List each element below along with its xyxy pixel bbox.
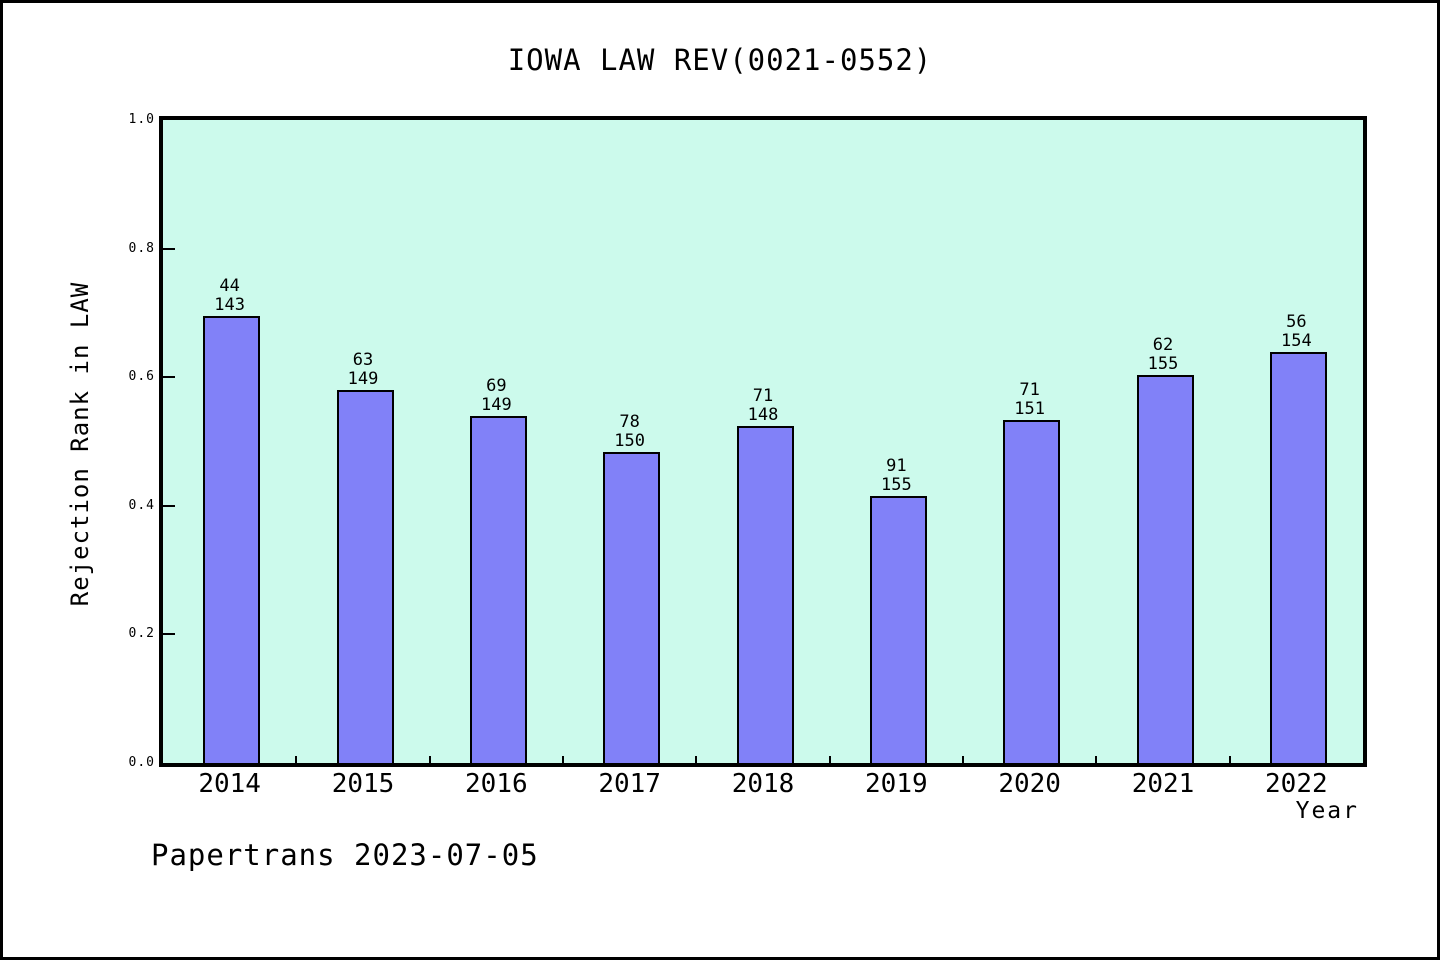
bar-label: 69 149	[480, 376, 512, 415]
x-tick	[695, 756, 698, 763]
bar	[1136, 375, 1194, 763]
bar	[1003, 420, 1061, 763]
x-tick-label: 2019	[865, 769, 928, 799]
bar	[469, 416, 527, 763]
x-tick	[1228, 756, 1231, 763]
x-tick-label: 2021	[1131, 769, 1195, 799]
x-tick	[428, 756, 431, 763]
bar	[203, 316, 261, 763]
x-tick	[1095, 756, 1098, 763]
y-tick-label: 0.8	[128, 240, 155, 256]
y-axis-label: Rejection Rank in LAW	[66, 281, 94, 607]
y-tick-label: 0.4	[128, 497, 155, 513]
x-tick	[828, 756, 831, 763]
y-tick-label: 0.6	[128, 369, 155, 385]
bar-label: 71 148	[747, 386, 779, 425]
bar-label: 44 143	[214, 276, 246, 315]
bar	[1269, 352, 1327, 763]
bar-label: 62 155	[1147, 335, 1179, 374]
x-tick-label: 2017	[598, 769, 661, 799]
bar	[336, 390, 394, 763]
bar-label: 56 154	[1280, 312, 1312, 351]
x-tick	[295, 756, 298, 763]
y-tick-label: 0.0	[128, 755, 155, 770]
y-tick	[163, 633, 175, 636]
y-tick	[163, 504, 175, 507]
x-tick	[962, 756, 964, 763]
y-tick-label: 1.0	[128, 112, 155, 127]
x-tick-label: 2014	[198, 769, 261, 799]
bar	[603, 452, 661, 763]
y-tick	[163, 247, 175, 250]
bar-label: 91 155	[880, 456, 912, 495]
bar	[736, 426, 794, 763]
y-tick-label: 0.2	[128, 626, 155, 642]
x-tick	[562, 756, 564, 763]
bar-label: 78 150	[614, 412, 646, 451]
bar	[869, 496, 927, 763]
y-tick	[163, 376, 175, 379]
x-tick-label: 2015	[331, 769, 395, 799]
bar-label: 71 151	[1014, 380, 1046, 419]
bar-label: 63 149	[347, 350, 379, 389]
x-tick-label: 2016	[465, 769, 528, 799]
plot-area: 44 143 63 149 69 149 78 150 71 148 91 155 71 1…	[159, 116, 1367, 767]
x-tick-label: 2018	[731, 769, 795, 799]
chart-title: IOWA LAW REV(0021-0552)	[507, 43, 933, 77]
x-tick-label: 2020	[998, 769, 1061, 799]
watermark: Papertrans 2023-07-05	[151, 838, 539, 872]
x-tick-label: 2022	[1265, 769, 1328, 799]
x-axis-label: Year	[1295, 798, 1359, 824]
